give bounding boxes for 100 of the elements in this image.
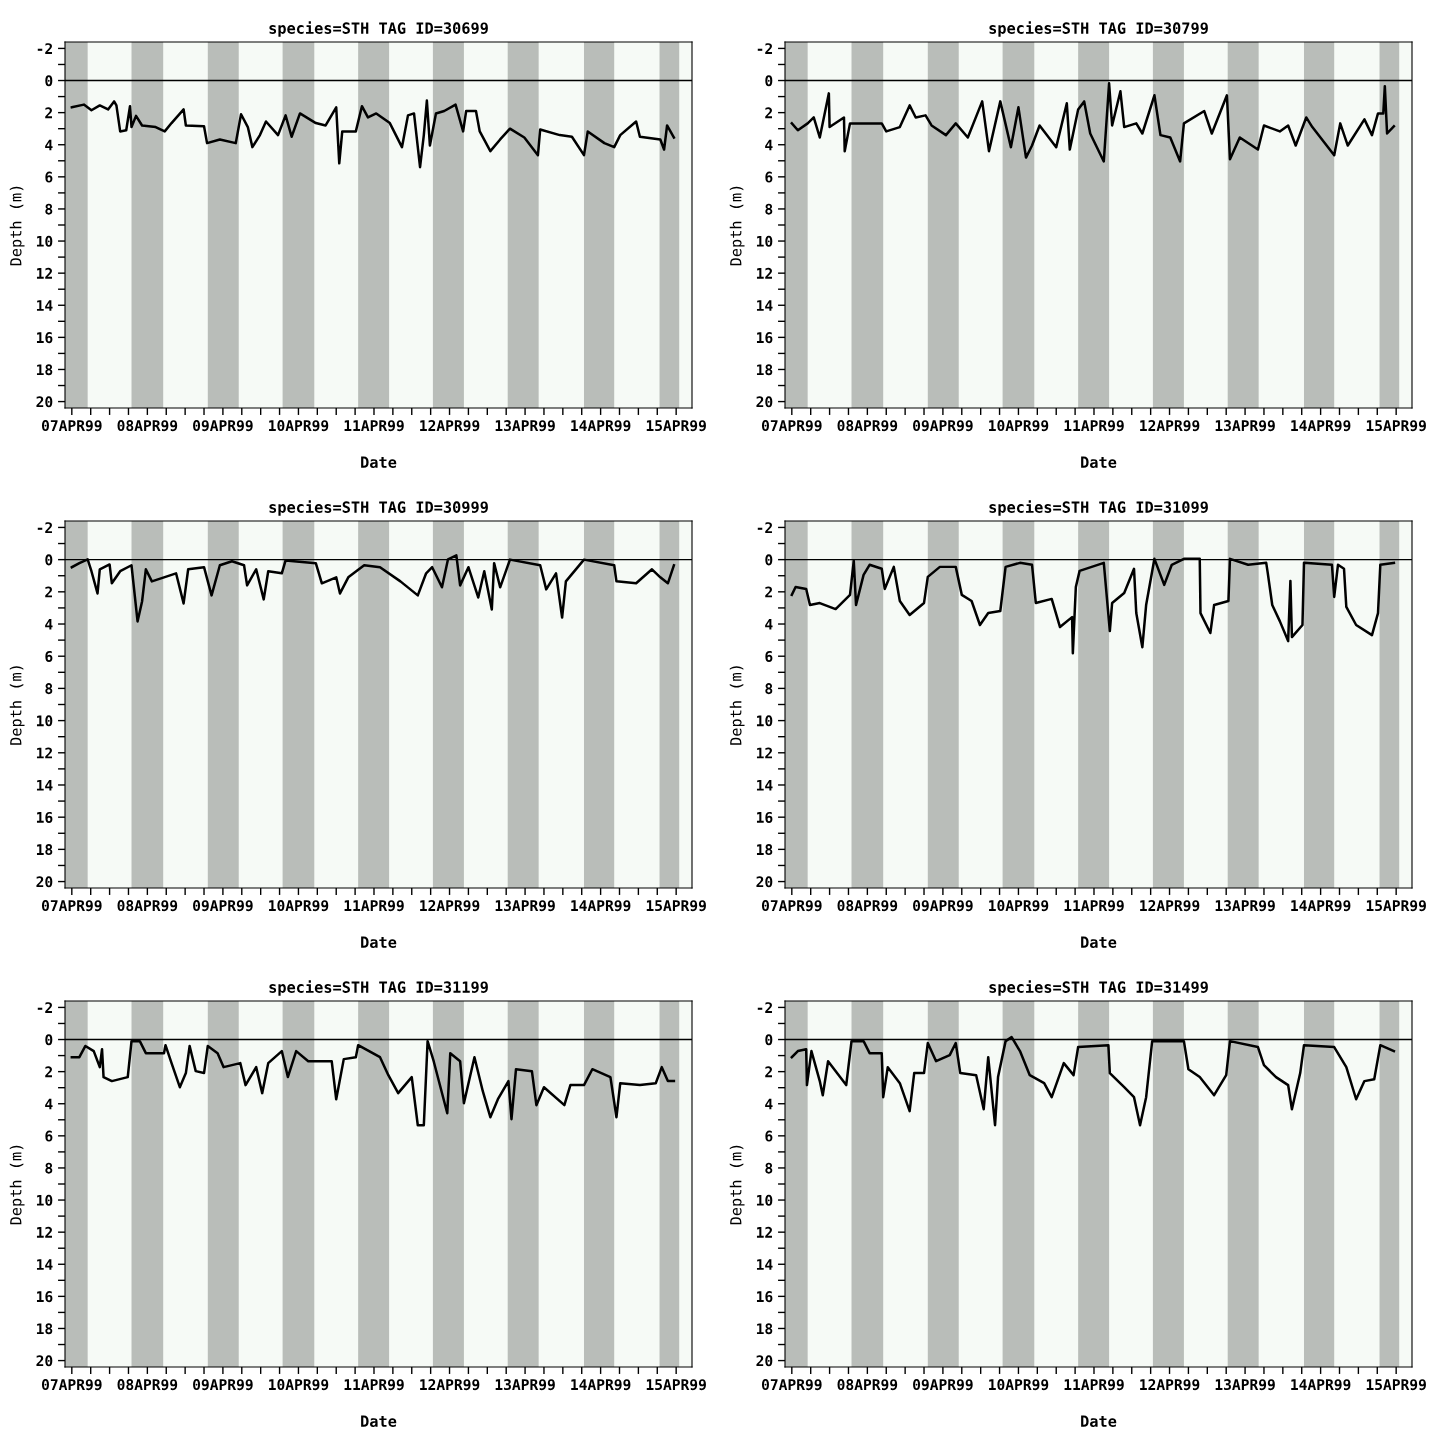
x-tick-label: 12APR99 — [1140, 900, 1200, 912]
y-tick-label: 6 — [45, 171, 53, 183]
x-tick-label: 07APR99 — [761, 900, 822, 912]
y-tick-label: 10 — [756, 715, 773, 727]
x-tick-label: 11APR99 — [1064, 420, 1124, 432]
y-tick-label: 20 — [36, 396, 53, 408]
x-tick-label: 13APR99 — [1215, 420, 1275, 432]
y-tick-label: 10 — [36, 1194, 53, 1206]
x-tick-label: 08APR99 — [837, 900, 898, 912]
y-tick-label: 14 — [36, 1259, 53, 1270]
y-tick-label: 16 — [36, 332, 53, 344]
x-tick-label: 11APR99 — [344, 900, 404, 912]
y-tick-label: 0 — [45, 1034, 53, 1046]
x-tick-label: 12APR99 — [420, 1379, 480, 1391]
x-tick-label: 07APR99 — [761, 420, 822, 432]
y-tick-label: 16 — [756, 811, 773, 823]
x-axis-title: Date — [1081, 1415, 1117, 1427]
y-tick-label: 12 — [756, 267, 772, 279]
x-tick-label: 09APR99 — [913, 420, 973, 432]
x-tick-label: 15APR99 — [646, 900, 706, 912]
y-axis-title: Depth (m) — [729, 1145, 745, 1225]
x-tick-label: 11APR99 — [344, 1379, 404, 1391]
chart-title: species=STH TAG ID=31199 — [269, 980, 488, 996]
x-tick-label: 10APR99 — [989, 420, 1049, 432]
y-tick-label: 2 — [765, 1066, 772, 1078]
y-tick-label: 16 — [756, 1291, 773, 1303]
y-tick-label: 14 — [756, 779, 773, 791]
y-tick-label: 10 — [36, 715, 53, 727]
y-tick-label: 0 — [765, 75, 773, 87]
y-tick-label: 4 — [45, 139, 53, 151]
x-axis-title: Date — [361, 936, 397, 948]
y-tick-label: -2 — [37, 43, 52, 54]
x-tick-label: 13APR99 — [1215, 1379, 1275, 1391]
y-tick-label: 16 — [36, 1291, 53, 1303]
chart-title: species=STH TAG ID=31099 — [989, 500, 1208, 516]
x-tick-label: 08APR99 — [117, 420, 178, 432]
y-tick-label: 6 — [45, 1130, 53, 1142]
x-tick-label: 08APR99 — [837, 1379, 898, 1391]
x-tick-label: 09APR99 — [193, 1379, 253, 1391]
x-tick-label: 11APR99 — [344, 420, 404, 432]
y-tick-label: 14 — [756, 1259, 773, 1270]
y-tick-label: 2 — [45, 586, 52, 598]
x-tick-label: 14APR99 — [571, 1379, 631, 1391]
y-tick-label: -2 — [757, 1002, 772, 1013]
x-tick-label: 12APR99 — [420, 420, 480, 432]
x-tick-label: 15APR99 — [646, 1379, 706, 1391]
y-tick-label: 20 — [756, 876, 773, 888]
y-tick-label: 6 — [45, 650, 53, 662]
y-tick-label: 10 — [756, 1194, 773, 1206]
x-tick-label: 13APR99 — [495, 1379, 555, 1391]
x-tick-label: 09APR99 — [193, 900, 253, 912]
chart-title: species=STH TAG ID=30799 — [989, 21, 1208, 37]
x-tick-label: 08APR99 — [117, 900, 178, 912]
y-tick-label: 12 — [756, 1226, 772, 1238]
x-tick-label: 14APR99 — [571, 420, 631, 432]
y-tick-label: 4 — [765, 618, 773, 630]
y-tick-label: 10 — [36, 235, 53, 247]
y-axis-title: Depth (m) — [9, 1145, 25, 1225]
x-tick-label: 08APR99 — [837, 420, 898, 432]
y-tick-label: 18 — [36, 1323, 53, 1335]
x-tick-label: 15APR99 — [646, 420, 706, 432]
y-tick-label: 18 — [36, 364, 53, 376]
x-tick-label: 10APR99 — [269, 420, 329, 432]
y-tick-label: 6 — [765, 171, 773, 183]
y-tick-label: -2 — [757, 522, 772, 533]
y-tick-label: 12 — [36, 747, 52, 759]
y-tick-label: 12 — [36, 267, 52, 279]
y-tick-label: 4 — [765, 1098, 773, 1110]
x-tick-label: 13APR99 — [495, 420, 555, 432]
x-tick-label: 12APR99 — [1140, 420, 1200, 432]
x-tick-label: 13APR99 — [495, 900, 555, 912]
x-tick-label: 15APR99 — [1366, 1379, 1426, 1391]
y-tick-label: 6 — [765, 650, 773, 662]
x-tick-label: 15APR99 — [1366, 900, 1426, 912]
x-tick-label: 14APR99 — [571, 900, 631, 912]
x-tick-label: 12APR99 — [1140, 1379, 1200, 1391]
y-tick-label: -2 — [37, 522, 52, 533]
x-axis-title: Date — [361, 1415, 397, 1427]
x-tick-label: 10APR99 — [269, 900, 329, 912]
y-tick-label: -2 — [37, 1002, 52, 1013]
x-tick-label: 10APR99 — [269, 1379, 329, 1391]
y-tick-label: 20 — [36, 876, 53, 888]
y-tick-label: 8 — [765, 203, 773, 215]
y-tick-label: 18 — [756, 1323, 773, 1335]
x-tick-label: 11APR99 — [1064, 1379, 1124, 1391]
y-axis-title: Depth (m) — [9, 186, 25, 266]
y-tick-label: 16 — [36, 811, 53, 823]
x-tick-label: 14APR99 — [1291, 420, 1351, 432]
y-tick-label: 8 — [45, 683, 53, 695]
x-tick-label: 11APR99 — [1064, 900, 1124, 912]
y-tick-label: 8 — [765, 1162, 773, 1174]
y-tick-label: 14 — [756, 300, 773, 311]
x-tick-label: 10APR99 — [989, 1379, 1049, 1391]
y-tick-label: 0 — [45, 75, 53, 87]
y-tick-label: 8 — [45, 203, 53, 215]
y-tick-label: 0 — [765, 1034, 773, 1046]
y-tick-label: 14 — [36, 300, 53, 311]
x-tick-label: 07APR99 — [761, 1379, 822, 1391]
x-tick-label: 15APR99 — [1366, 420, 1426, 432]
chart-title: species=STH TAG ID=30699 — [269, 21, 488, 37]
